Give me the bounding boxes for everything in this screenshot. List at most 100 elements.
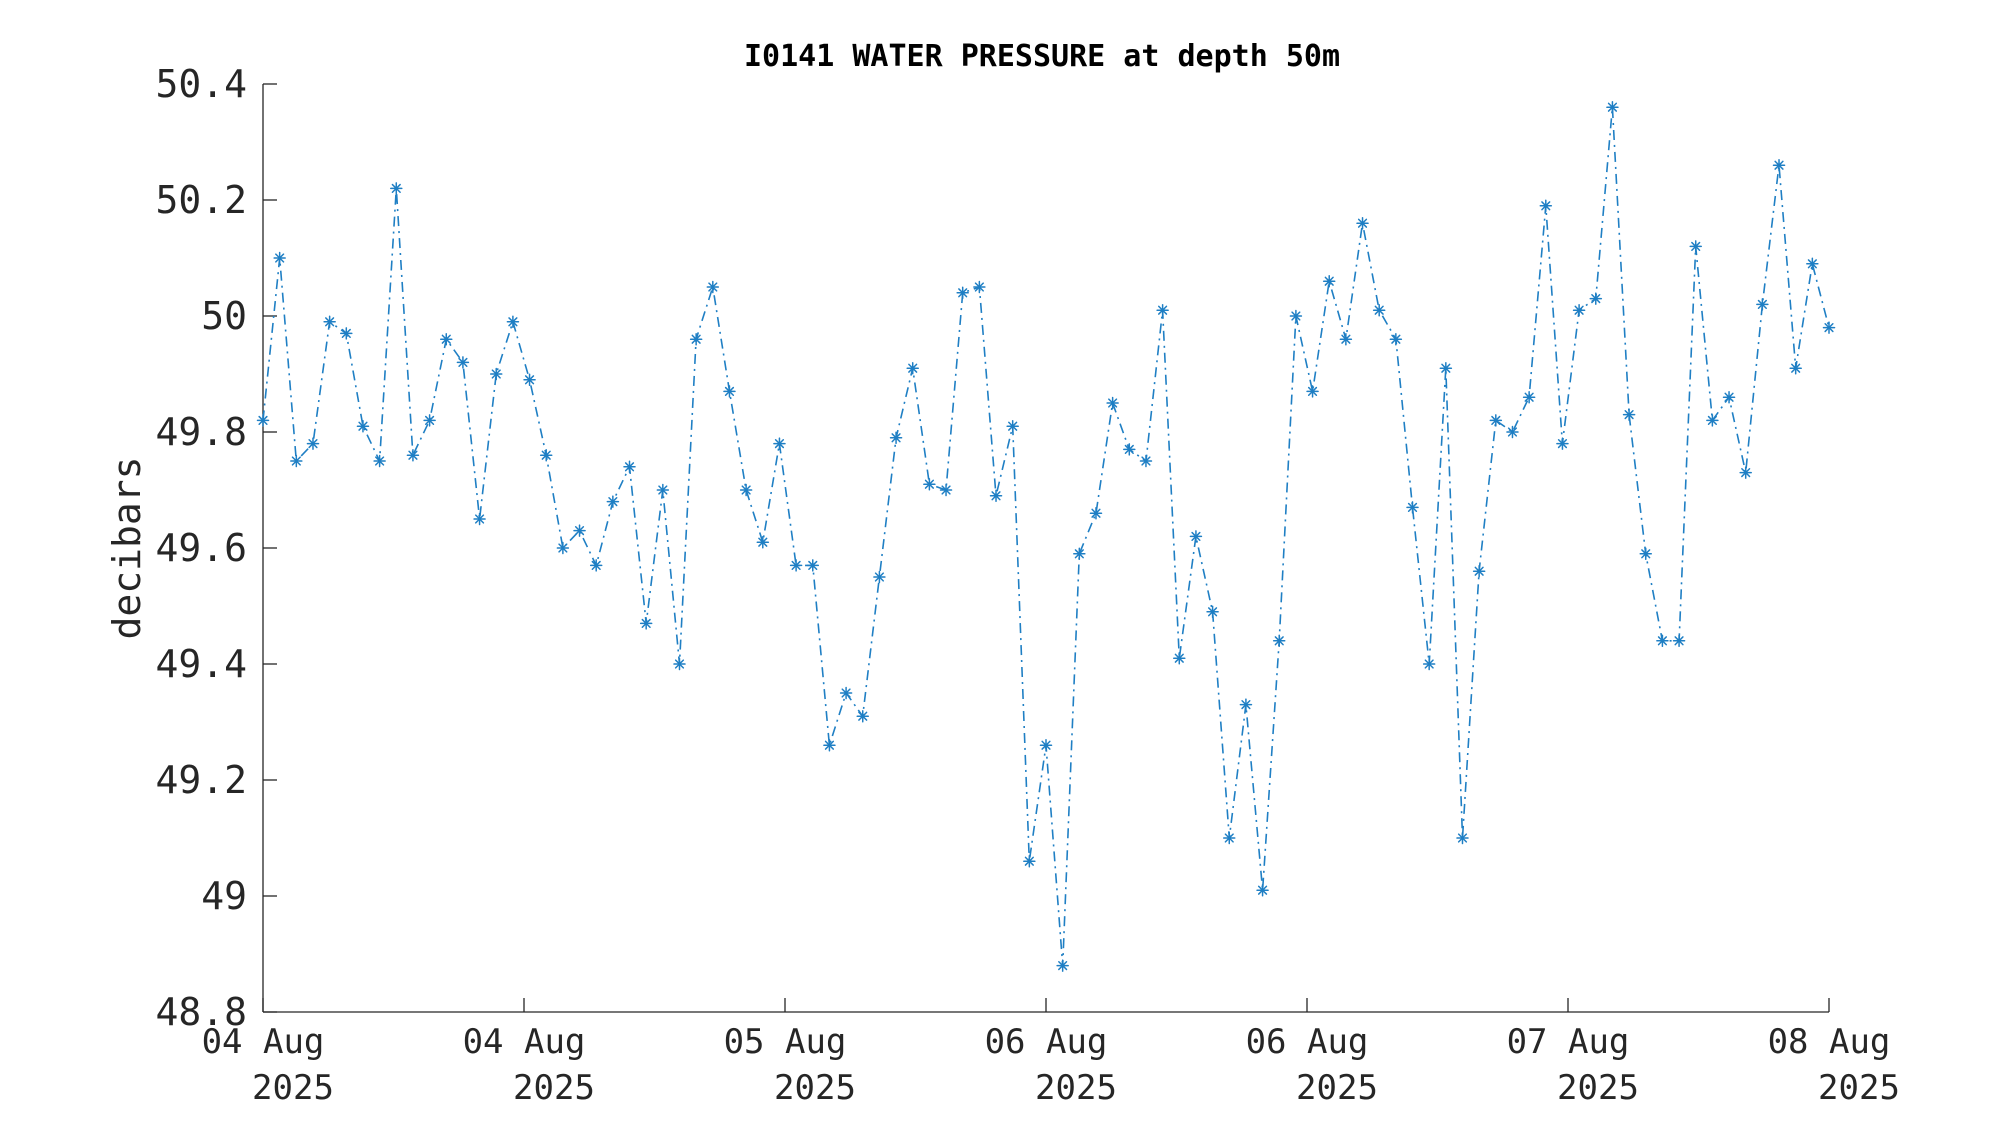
data-point-marker <box>689 332 703 346</box>
data-point-marker <box>306 437 320 450</box>
data-point-marker <box>1806 257 1819 271</box>
data-point-marker <box>1389 332 1403 346</box>
data-point-marker <box>1173 651 1186 665</box>
x-tick-label-year: 2025 <box>1818 1068 1900 1108</box>
x-tick-label: 04 Aug 2025 <box>202 1022 334 1108</box>
data-point-marker <box>673 657 686 671</box>
data-point-marker <box>906 361 919 375</box>
data-point-marker <box>1756 298 1769 311</box>
data-point-marker <box>756 535 770 549</box>
data-point-marker <box>956 286 969 300</box>
data-point-marker <box>406 448 420 462</box>
data-point-marker <box>423 414 436 427</box>
data-point-marker <box>539 448 553 462</box>
data-point-marker <box>939 483 953 497</box>
series-line <box>262 107 1830 966</box>
y-tick-label: 49.8 <box>155 410 247 454</box>
data-point-marker <box>656 483 670 497</box>
data-point-marker <box>373 454 386 468</box>
data-point-marker <box>1206 605 1219 619</box>
data-point-marker <box>1006 419 1019 433</box>
data-point-marker <box>456 356 470 369</box>
data-point-marker <box>290 454 303 468</box>
x-tick-label-date: 08 Aug <box>1768 1022 1891 1062</box>
x-tick-label-year: 2025 <box>513 1068 595 1108</box>
data-point-marker <box>1256 883 1269 897</box>
data-point-marker <box>839 686 853 700</box>
y-tick-label: 49.2 <box>155 758 247 802</box>
data-point-marker <box>523 373 536 387</box>
data-point-marker <box>1356 216 1369 230</box>
x-tick-label-date: 06 Aug <box>1246 1022 1369 1062</box>
x-tick-label-date: 04 Aug <box>463 1022 586 1062</box>
data-point-marker <box>1239 698 1253 711</box>
data-point-marker <box>1789 361 1802 375</box>
data-point-marker <box>1023 854 1036 868</box>
y-axis-label: decibars <box>105 456 149 639</box>
data-point-marker <box>989 489 1003 503</box>
data-point-marker <box>1406 501 1419 514</box>
series-plot <box>256 100 1836 972</box>
data-point-marker <box>1372 303 1386 317</box>
data-point-marker <box>1272 634 1286 648</box>
data-point-marker <box>323 315 336 329</box>
data-point-marker <box>639 617 653 630</box>
x-tick-label: 07 Aug 2025 <box>1507 1022 1639 1108</box>
data-point-marker <box>1139 454 1153 468</box>
data-point-marker <box>356 419 370 433</box>
data-point-marker <box>1073 547 1086 561</box>
data-point-marker <box>589 559 603 572</box>
data-point-marker <box>489 367 503 381</box>
data-point-marker <box>1339 332 1353 346</box>
data-point-marker <box>1123 443 1136 456</box>
data-point-marker <box>1822 321 1836 334</box>
data-point-marker <box>340 327 353 340</box>
y-tick-label: 49.4 <box>155 642 247 686</box>
data-point-marker <box>1656 634 1669 648</box>
x-tick-label-year: 2025 <box>1296 1068 1378 1108</box>
data-point-marker <box>1556 437 1569 450</box>
data-point-marker <box>1772 158 1786 172</box>
data-point-marker <box>1639 547 1652 561</box>
axes <box>262 84 1829 1013</box>
data-point-marker <box>1306 385 1319 398</box>
data-point-marker <box>1672 634 1686 648</box>
x-tick-label-date: 07 Aug <box>1507 1022 1630 1062</box>
data-point-marker <box>1422 657 1436 671</box>
data-point-marker <box>1056 959 1069 972</box>
data-point-marker <box>1489 414 1503 427</box>
y-tick-label: 49.6 <box>155 526 247 570</box>
data-point-marker <box>823 738 836 752</box>
data-point-marker <box>1106 396 1119 410</box>
data-point-marker <box>1506 425 1519 439</box>
data-point-marker <box>440 332 453 346</box>
y-tick-label: 50.4 <box>155 62 247 106</box>
data-point-marker <box>1522 390 1536 404</box>
data-point-marker <box>256 414 270 427</box>
data-point-marker <box>1289 309 1303 323</box>
x-tick-label: 06 Aug 2025 <box>1246 1022 1378 1108</box>
data-point-marker <box>706 280 720 294</box>
x-axis-ticks: 04 Aug 2025 04 Aug 2025 05 Aug 2025 06 Aug 2025… <box>202 998 1900 1108</box>
data-point-marker <box>1706 414 1719 427</box>
data-point-marker <box>1189 530 1203 543</box>
data-point-marker <box>1322 274 1336 288</box>
data-point-marker <box>1572 303 1586 317</box>
data-point-marker <box>923 477 936 491</box>
data-point-marker <box>1223 831 1236 845</box>
data-point-marker <box>1156 303 1169 317</box>
data-point-marker <box>573 524 586 537</box>
data-point-marker <box>556 541 570 555</box>
data-point-marker <box>273 251 286 265</box>
data-point-marker <box>873 570 886 584</box>
chart-title: I0141 WATER PRESSURE at depth 50m <box>744 39 1340 74</box>
data-point-marker <box>1622 408 1636 421</box>
y-tick-label: 50 <box>201 294 247 338</box>
data-point-marker <box>1739 466 1752 479</box>
data-point-marker <box>1589 292 1603 305</box>
data-point-marker <box>623 460 636 474</box>
x-tick-label: 06 Aug 2025 <box>985 1022 1117 1108</box>
data-point-marker <box>789 559 803 572</box>
